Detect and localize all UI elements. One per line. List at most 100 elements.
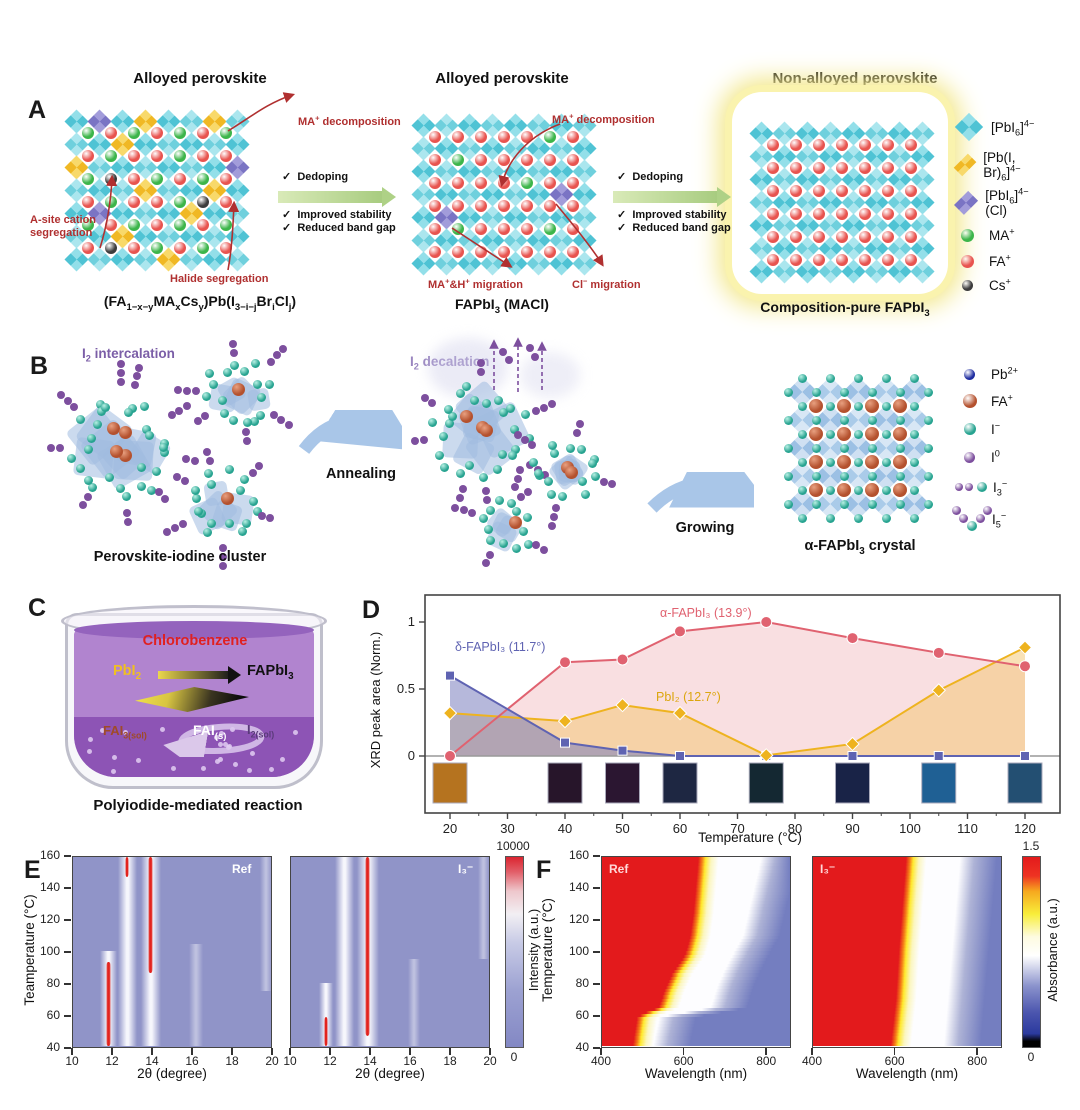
cation-fa <box>451 199 465 213</box>
iodide-dot <box>86 434 96 444</box>
cation-ma <box>150 241 164 255</box>
cation-cs <box>104 241 118 255</box>
dedoping-arrow-head <box>717 187 731 207</box>
marker-circle <box>760 616 773 628</box>
cation-fa <box>81 149 95 163</box>
absorbance-row <box>813 1026 1001 1031</box>
iodide-dot <box>202 391 212 401</box>
absorbance-row <box>813 992 1001 997</box>
absorbance-row <box>813 891 1001 896</box>
iodide-dot <box>252 507 262 517</box>
cation-fa <box>428 153 442 167</box>
caption-polyiodide-reaction: Polyiodide-mediated reaction <box>93 797 303 814</box>
marker-circle <box>932 646 945 659</box>
iodide-dot <box>576 444 586 454</box>
area-fill <box>450 675 1025 756</box>
absorbance-row <box>602 967 790 971</box>
cation-fa <box>104 126 118 140</box>
cation-fa <box>904 253 918 267</box>
cation-fa <box>497 153 511 167</box>
cation-fa <box>428 199 442 213</box>
area-fill <box>450 647 1025 756</box>
absorbance-row <box>813 979 1001 984</box>
absorbance-row <box>813 957 1001 962</box>
polyiodide-dot <box>266 514 275 523</box>
x-tick-label: 18 <box>225 1054 239 1068</box>
iodide-dot <box>455 389 465 398</box>
iodide-dot <box>139 401 149 411</box>
y-tick-mark <box>64 1047 71 1049</box>
polyiodide-dot <box>123 508 132 517</box>
cation-fa <box>881 253 895 267</box>
absorbance-row <box>813 904 1001 908</box>
x-tick-label: 14 <box>145 1054 159 1068</box>
legend-item: Cs+ <box>956 272 1011 298</box>
absorbance-row <box>813 960 1001 965</box>
polyiodide-dot <box>117 368 126 377</box>
cation-fa <box>428 245 442 259</box>
legend-label: [PbI6]4− (Cl) <box>985 186 1029 218</box>
legend-label: [PbI6]4− <box>991 118 1035 138</box>
marker-circle <box>674 625 686 638</box>
iodide-dot <box>881 513 891 523</box>
absorbance-row <box>602 901 790 905</box>
film-photo <box>748 762 784 804</box>
panel-c-label: C <box>28 594 47 622</box>
cation-fa <box>858 253 872 267</box>
d-x-axis-title: Temperature (°C) <box>698 830 802 845</box>
cation-fa <box>881 207 895 221</box>
legend-item: FA+ <box>956 248 1011 274</box>
fa-cation-dot <box>893 399 907 413</box>
iodide-dot <box>235 486 245 496</box>
absorbance-row <box>602 1017 790 1022</box>
panel-a-title-3: Non-alloyed perovskite <box>772 70 938 87</box>
absorbance-row <box>602 982 790 987</box>
film-photo <box>921 762 957 804</box>
iodide-dot <box>895 499 905 509</box>
x-tick-mark <box>71 1048 73 1055</box>
absorbance-row <box>602 970 790 974</box>
iodide-dot <box>797 513 807 523</box>
annotation-a-site-segregation: A-site cation segregation <box>30 214 97 239</box>
x-tick-label: 12 <box>323 1054 337 1068</box>
absorbance-row <box>602 941 790 946</box>
cation-fa <box>904 161 918 175</box>
iodide-dot <box>482 398 491 408</box>
legend-label: MA+ <box>989 226 1015 243</box>
absorbance-row <box>813 907 1001 912</box>
iodide-dot <box>853 513 863 523</box>
annealing-arrow <box>298 410 402 455</box>
polyiodide-dot <box>411 436 420 445</box>
polyiodide-dot <box>167 411 176 420</box>
legend-item: [PbI6]4− <box>954 112 1035 142</box>
xrd-heatmap-i3 <box>290 856 490 1048</box>
iodide-dot <box>435 451 445 461</box>
absorbance-row <box>602 910 790 915</box>
iodide-dot <box>909 401 919 411</box>
gray-dot-icon <box>962 279 973 291</box>
polyiodide-dot <box>531 406 540 415</box>
polyiodide-dot <box>284 421 293 430</box>
iodide-dot <box>523 540 533 550</box>
cation-fa <box>497 222 511 236</box>
x-tick-label: 50 <box>615 821 629 836</box>
iodide-dot <box>203 527 213 537</box>
marker-circle <box>616 653 629 666</box>
x-tick-mark <box>231 1048 233 1055</box>
x-tick-label: 20 <box>483 1054 497 1068</box>
iodide-dot <box>115 483 125 493</box>
absorbance-row <box>813 919 1001 924</box>
iodine-cluster <box>39 359 201 528</box>
absorbance-row <box>813 1017 1001 1022</box>
polyiodide-dot <box>481 486 490 495</box>
e-x-axis-title-1: 2θ (degree) <box>137 1066 207 1081</box>
fa-cation-dot <box>565 465 579 479</box>
iodide-dot <box>839 387 849 397</box>
series-label: α-FAPbI₃ (13.9°) <box>660 606 752 620</box>
xrd-peak-band <box>319 982 334 1046</box>
cation-fa <box>812 207 826 221</box>
iodide-dot <box>229 361 239 371</box>
polyiodide-dot <box>277 416 286 425</box>
cation-fa <box>881 230 895 244</box>
absorbance-row <box>602 879 790 883</box>
